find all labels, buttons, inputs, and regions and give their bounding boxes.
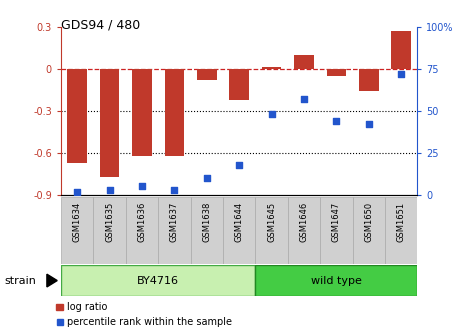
Point <box>106 187 113 193</box>
Bar <box>190 197 223 264</box>
Point <box>235 162 243 167</box>
Bar <box>256 265 417 296</box>
Text: GSM1634: GSM1634 <box>73 202 82 242</box>
Point <box>138 184 146 189</box>
Text: GSM1646: GSM1646 <box>300 202 309 242</box>
Text: GSM1650: GSM1650 <box>364 202 373 242</box>
Text: GSM1635: GSM1635 <box>105 202 114 242</box>
Bar <box>353 197 385 264</box>
Text: GSM1637: GSM1637 <box>170 202 179 242</box>
Bar <box>100 69 119 177</box>
Point <box>300 96 308 102</box>
Bar <box>61 265 256 296</box>
Bar <box>392 31 411 69</box>
Bar <box>197 69 217 80</box>
Bar <box>158 197 190 264</box>
Bar <box>385 197 417 264</box>
Bar <box>68 69 87 163</box>
Bar <box>93 197 126 264</box>
Text: GDS94 / 480: GDS94 / 480 <box>61 18 140 32</box>
Text: GSM1636: GSM1636 <box>137 202 146 242</box>
Point <box>203 175 211 181</box>
Point <box>397 71 405 77</box>
Bar <box>359 69 378 91</box>
Bar <box>126 197 158 264</box>
Text: wild type: wild type <box>311 276 362 286</box>
Bar <box>229 69 249 100</box>
Point <box>365 122 372 127</box>
Point <box>171 187 178 193</box>
Bar <box>132 69 151 156</box>
Bar <box>294 55 314 69</box>
Bar <box>256 197 288 264</box>
Text: GSM1647: GSM1647 <box>332 202 341 242</box>
Bar <box>262 68 281 69</box>
Text: GSM1645: GSM1645 <box>267 202 276 242</box>
Bar <box>288 197 320 264</box>
Text: GSM1638: GSM1638 <box>202 202 212 242</box>
Text: GSM1644: GSM1644 <box>234 202 244 242</box>
Point <box>333 118 340 124</box>
Bar <box>61 197 93 264</box>
Bar <box>327 69 346 76</box>
Legend: log ratio, percentile rank within the sample: log ratio, percentile rank within the sa… <box>52 298 236 331</box>
Bar <box>223 197 256 264</box>
Bar <box>320 197 353 264</box>
Point <box>74 189 81 194</box>
Bar <box>165 69 184 156</box>
Text: BY4716: BY4716 <box>137 276 179 286</box>
Point <box>268 112 275 117</box>
Text: GSM1651: GSM1651 <box>397 202 406 242</box>
Text: strain: strain <box>5 276 37 286</box>
